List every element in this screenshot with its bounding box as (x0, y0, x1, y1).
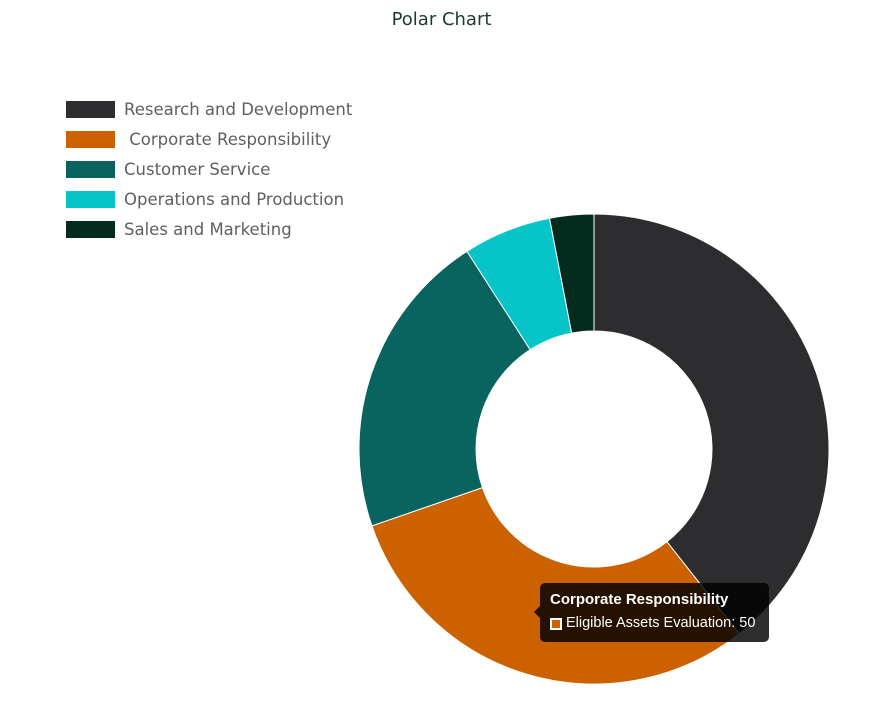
tooltip-value-label: Eligible Assets Evaluation: 50 (566, 615, 756, 631)
chart-title: Polar Chart (391, 9, 492, 30)
legend-item-sales-and-marketing[interactable]: Sales and Marketing (66, 214, 352, 244)
legend-label: Research and Development (124, 99, 353, 119)
legend-label: Sales and Marketing (124, 219, 292, 239)
chart-tooltip: Corporate Responsibility Eligible Assets… (534, 583, 769, 642)
slice-research-and-development[interactable] (593, 213, 830, 635)
legend-swatch (66, 130, 115, 148)
legend-label: Customer Service (124, 159, 271, 179)
legend-item-research-and-development[interactable]: Research and Development (66, 94, 352, 124)
legend-swatch (66, 100, 115, 118)
slice-customer-service[interactable] (358, 250, 531, 527)
legend-label: Operations and Production (124, 189, 345, 209)
tooltip-swatch (550, 617, 562, 630)
legend-swatch (66, 190, 115, 208)
legend-label: Corporate Responsibility (124, 129, 332, 149)
legend-swatch (66, 160, 115, 178)
legend-item-customer-service[interactable]: Customer Service (66, 154, 352, 184)
legend-swatch (66, 220, 115, 238)
legend-item-corporate-responsibility[interactable]: Corporate Responsibility (66, 124, 352, 154)
tooltip-title: Corporate Responsibility (550, 591, 729, 608)
slice-sales-and-marketing[interactable] (548, 213, 595, 334)
tooltip-body: Eligible Assets Evaluation: 50 (550, 615, 759, 632)
legend-item-operations-and-production[interactable]: Operations and Production (66, 184, 352, 214)
chart-legend: Research and Development Corporate Respo… (66, 94, 352, 244)
